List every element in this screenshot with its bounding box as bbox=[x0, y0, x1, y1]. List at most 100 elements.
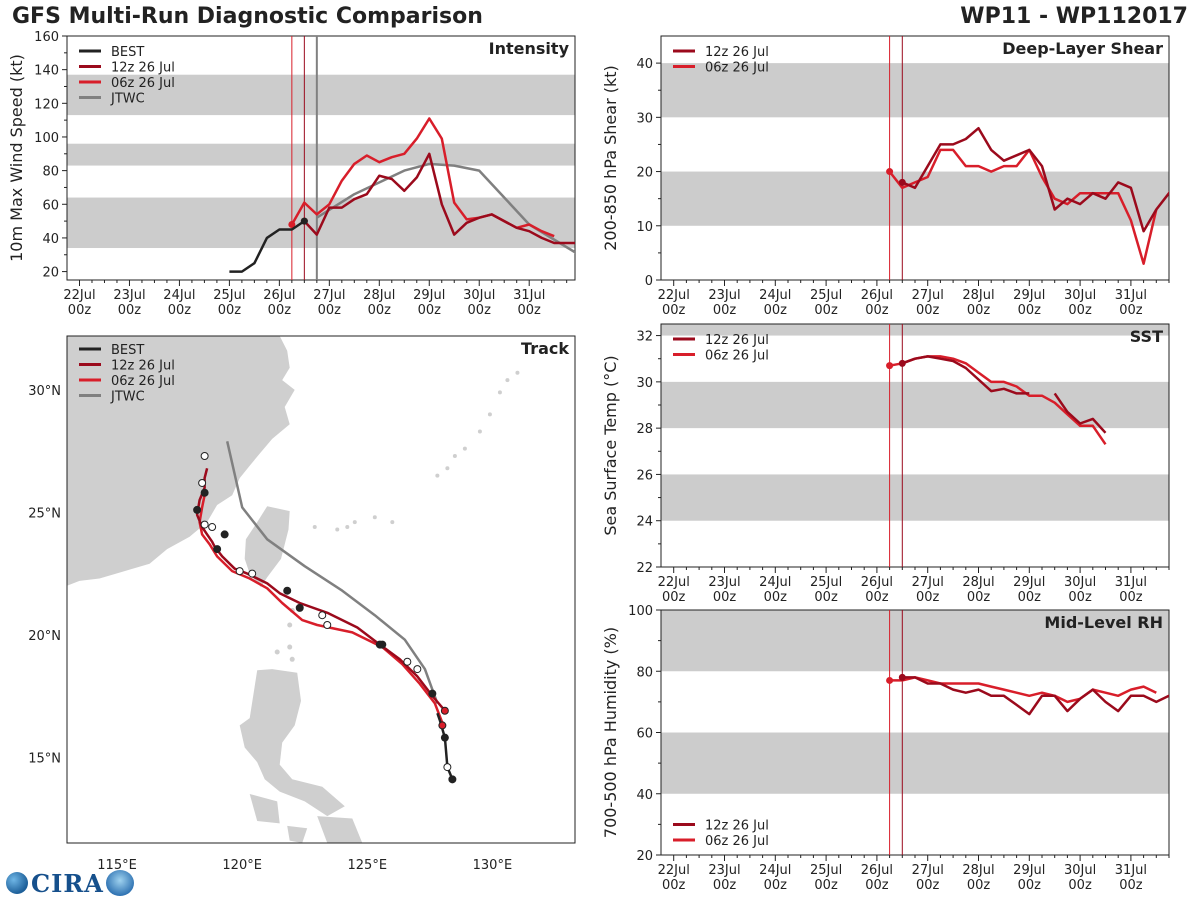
track-point-best bbox=[443, 763, 452, 772]
shear-xtick-day: 23Jul bbox=[708, 288, 740, 303]
rh-ytick-label: 80 bbox=[636, 665, 653, 680]
rh-point-run12z bbox=[898, 673, 906, 681]
intensity-xtick-hour: 00z bbox=[118, 303, 142, 318]
track-point-best bbox=[440, 733, 449, 742]
rh-xtick-day: 24Jul bbox=[759, 863, 791, 878]
track-legend-label-best: BEST bbox=[111, 343, 144, 358]
shear-xtick-day: 25Jul bbox=[810, 288, 842, 303]
intensity-xtick-hour: 00z bbox=[68, 303, 92, 318]
intensity-xtick-hour: 00z bbox=[368, 303, 392, 318]
sst-xtick-day: 27Jul bbox=[912, 575, 944, 590]
intensity-line-run12z bbox=[303, 152, 575, 245]
sst-xtick-hour: 00z bbox=[1119, 590, 1143, 605]
rh-title: Mid-Level RH bbox=[1044, 613, 1163, 632]
small-island bbox=[289, 656, 295, 662]
sst-band-2 bbox=[661, 324, 1169, 336]
shear-point-run06z bbox=[886, 168, 894, 176]
track-axes-frame bbox=[66, 335, 576, 844]
track-point-run12z bbox=[200, 488, 209, 497]
panel-track: 115°E 120°E 125°E 130°E 15°N 20°N 25°N 30°N Trac… bbox=[28, 335, 576, 873]
sst-xtick-hour: 00z bbox=[662, 590, 686, 605]
rh-point-run06z bbox=[886, 676, 894, 684]
rh-xtick-hour: 00z bbox=[814, 878, 838, 893]
shear-ytick-label: 30 bbox=[636, 111, 653, 126]
intensity-ytick-label: 60 bbox=[42, 198, 59, 213]
intensity-legend-label-best: BEST bbox=[111, 45, 144, 60]
intensity-band-2 bbox=[67, 74, 575, 116]
shear-point-run12z bbox=[898, 178, 906, 186]
shear-ytick-label: 0 bbox=[645, 274, 653, 289]
visayas-landmass bbox=[317, 816, 363, 843]
panel-shear: 01020304022Jul00z23Jul00z24Jul00z25Jul00… bbox=[601, 35, 1170, 318]
sst-xtick-day: 23Jul bbox=[708, 575, 740, 590]
sst-ytick-label: 32 bbox=[636, 330, 653, 345]
track-point-run06z bbox=[403, 657, 412, 666]
track-title: Track bbox=[521, 339, 569, 358]
rh-xtick-hour: 00z bbox=[1018, 878, 1042, 893]
intensity-xtick-hour: 00z bbox=[518, 303, 542, 318]
shear-xtick-day: 28Jul bbox=[962, 288, 994, 303]
intensity-legend-label-run12z: 12z 26 Jul bbox=[111, 61, 175, 76]
sst-xtick-day: 29Jul bbox=[1013, 575, 1045, 590]
track-point-run12z bbox=[193, 505, 202, 514]
shear-title: Deep-Layer Shear bbox=[1002, 39, 1163, 58]
track-lon-label: 125°E bbox=[348, 858, 388, 873]
rh-xtick-day: 26Jul bbox=[861, 863, 893, 878]
ryukyu-island bbox=[445, 466, 450, 471]
rh-band-1 bbox=[661, 610, 1169, 672]
rh-xtick-day: 25Jul bbox=[810, 863, 842, 878]
track-lon-label: 130°E bbox=[473, 858, 513, 873]
rh-line-run12z bbox=[902, 676, 1169, 716]
shear-series-group bbox=[886, 126, 1169, 265]
rh-ytick-label: 60 bbox=[636, 727, 653, 742]
intensity-series-group bbox=[229, 117, 575, 273]
sst-xtick-day: 25Jul bbox=[810, 575, 842, 590]
intensity-xtick-hour: 00z bbox=[418, 303, 442, 318]
shear-xtick-day: 22Jul bbox=[658, 288, 690, 303]
track-legend-label-run12z: 12z 26 Jul bbox=[111, 359, 175, 374]
ryukyu-island bbox=[505, 378, 510, 383]
intensity-band-1 bbox=[67, 143, 575, 166]
sst-ytick-label: 30 bbox=[636, 376, 653, 391]
intensity-xtick-hour: 00z bbox=[268, 303, 292, 318]
intensity-xtick-day: 23Jul bbox=[113, 288, 145, 303]
rh-xtick-hour: 00z bbox=[1068, 878, 1092, 893]
sst-xtick-hour: 00z bbox=[713, 590, 737, 605]
ryukyu-island bbox=[497, 390, 502, 395]
sst-ytick-label: 28 bbox=[636, 422, 653, 437]
intensity-xtick-day: 26Jul bbox=[263, 288, 295, 303]
rh-ytick-label: 20 bbox=[636, 849, 653, 864]
ryukyu-island bbox=[372, 515, 377, 520]
track-point-run06z bbox=[323, 621, 332, 630]
shear-legend-label-run12z: 12z 26 Jul bbox=[705, 45, 769, 60]
track-series-group bbox=[193, 441, 457, 784]
small-island bbox=[274, 649, 280, 655]
ryukyu-island bbox=[345, 525, 350, 530]
sst-xtick-hour: 00z bbox=[814, 590, 838, 605]
shear-xtick-day: 30Jul bbox=[1064, 288, 1096, 303]
track-point-run12z bbox=[235, 567, 244, 576]
panel-sst: 22242628303222Jul00z23Jul00z24Jul00z25Ju… bbox=[601, 323, 1170, 605]
mindoro-landmass bbox=[249, 794, 280, 824]
intensity-xtick-day: 30Jul bbox=[463, 288, 495, 303]
rh-band-0 bbox=[661, 732, 1169, 794]
intensity-legend-label-run06z: 06z 26 Jul bbox=[111, 76, 175, 91]
track-point-run12z bbox=[208, 523, 217, 532]
luzon-landmass bbox=[239, 669, 345, 817]
shear-ytick-label: 40 bbox=[636, 57, 653, 72]
track-point-run12z bbox=[220, 530, 229, 539]
rh-xtick-day: 28Jul bbox=[962, 863, 994, 878]
sst-xtick-day: 26Jul bbox=[861, 575, 893, 590]
intensity-ytick-label: 120 bbox=[34, 97, 59, 112]
ryukyu-island bbox=[515, 370, 520, 375]
track-point-run12z bbox=[295, 603, 304, 612]
sst-xtick-day: 30Jul bbox=[1064, 575, 1096, 590]
track-lat-label: 15°N bbox=[28, 751, 61, 766]
track-point-run12z bbox=[198, 478, 207, 487]
shear-xtick-hour: 00z bbox=[865, 303, 889, 318]
track-line-run12z bbox=[195, 467, 446, 712]
shear-xtick-day: 31Jul bbox=[1115, 288, 1147, 303]
ryukyu-island bbox=[452, 454, 457, 459]
intensity-point-best bbox=[300, 217, 308, 225]
shear-band-1 bbox=[661, 63, 1169, 118]
